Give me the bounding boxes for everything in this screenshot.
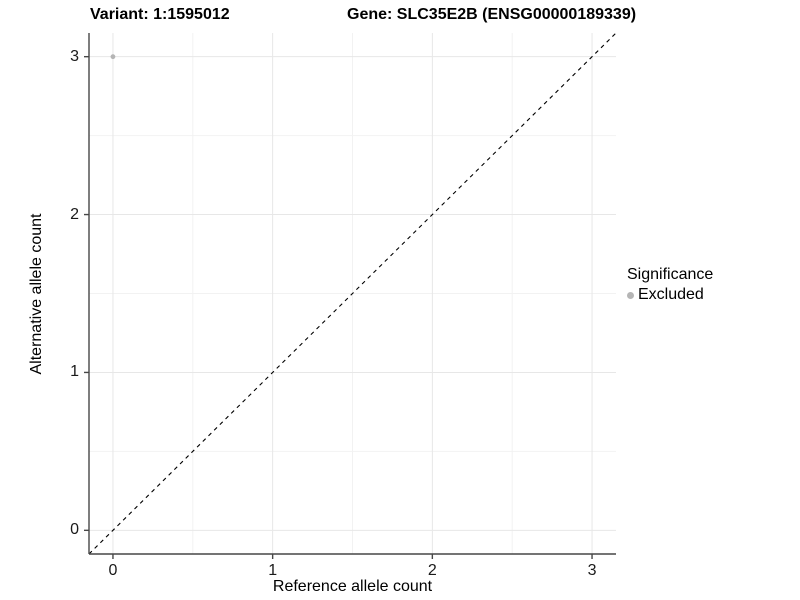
y-axis-title: Alternative allele count bbox=[28, 213, 45, 374]
x-tick-label-1: 1 bbox=[268, 562, 278, 579]
identity-reference-line bbox=[88, 32, 617, 555]
x-axis-title: Reference allele count bbox=[272, 578, 433, 595]
legend-item-label: Excluded bbox=[638, 286, 704, 303]
y-tick-label-3: 3 bbox=[70, 47, 79, 65]
legend-item-excluded: Excluded bbox=[627, 286, 713, 304]
data-point bbox=[110, 54, 116, 60]
y-tick-label-1: 1 bbox=[70, 363, 79, 381]
x-tick-label-2: 2 bbox=[427, 562, 437, 579]
plot-title-gene: Gene: SLC35E2B (ENSG00000189339) bbox=[347, 6, 637, 23]
x-tick-label-3: 3 bbox=[587, 562, 597, 579]
y-tick-label-0: 0 bbox=[70, 521, 79, 539]
excluded-point-icon bbox=[627, 291, 634, 299]
legend: Significance Excluded bbox=[627, 266, 713, 304]
y-tick-label-2: 2 bbox=[70, 205, 79, 223]
legend-title: Significance bbox=[627, 266, 714, 283]
x-tick-label-0: 0 bbox=[108, 562, 118, 579]
plot-title-variant: Variant: 1:1595012 bbox=[90, 6, 230, 23]
